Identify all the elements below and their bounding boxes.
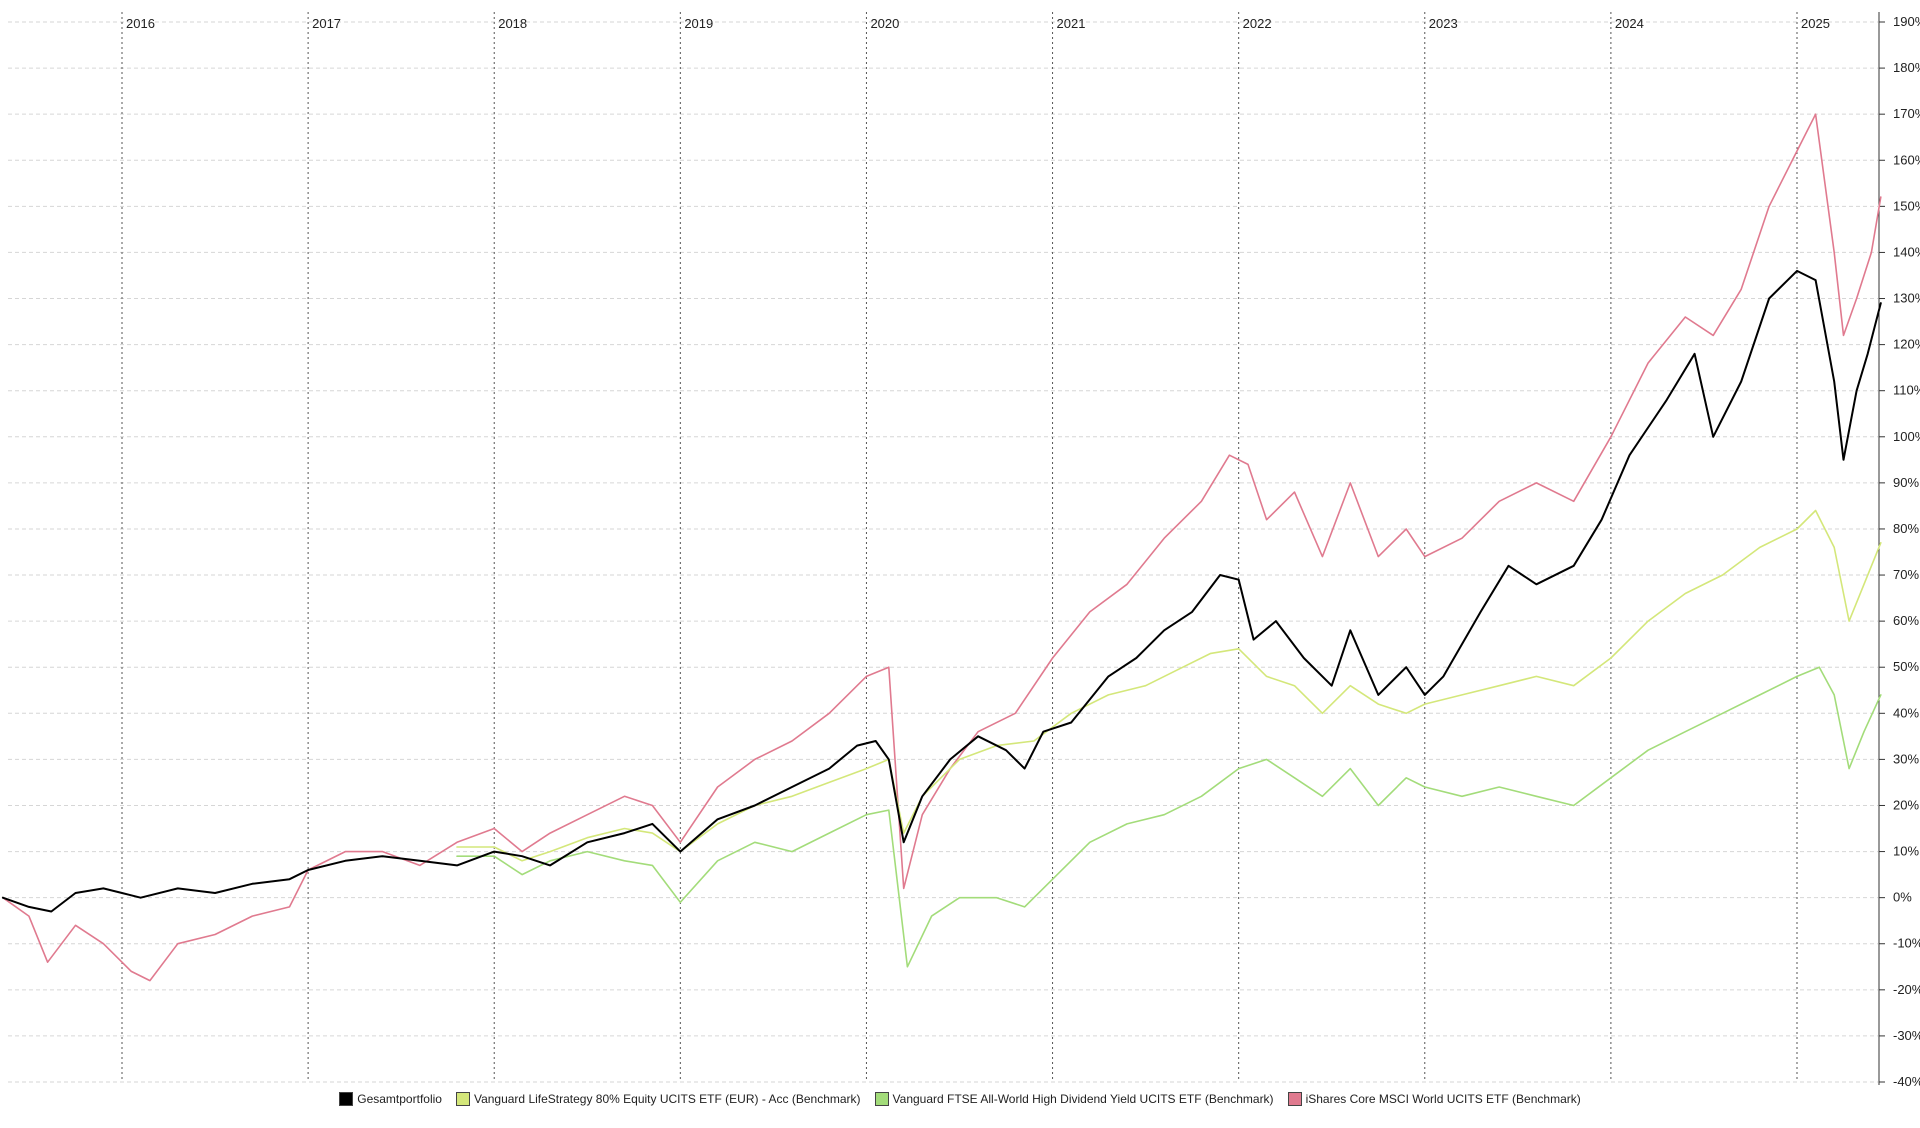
series-line-0: [1, 269, 1882, 913]
legend-item-vanguard-high-dividend[interactable]: Vanguard FTSE All-World High Dividend Yi…: [874, 1092, 1274, 1106]
legend-label: iShares Core MSCI World UCITS ETF (Bench…: [1305, 1092, 1581, 1106]
legend-item-vanguard-lifestrategy[interactable]: Vanguard LifeStrategy 80% Equity UCITS E…: [455, 1092, 861, 1106]
legend-item-gesamtportfolio[interactable]: Gesamtportfolio: [339, 1092, 442, 1106]
x-tick-label: 2024: [1615, 16, 1644, 31]
x-tick-label: 2023: [1429, 16, 1458, 31]
legend: Gesamtportfolio Vanguard LifeStrategy 80…: [0, 1092, 1920, 1106]
y-tick-label: -40%: [1893, 1074, 1920, 1089]
legend-label: Vanguard LifeStrategy 80% Equity UCITS E…: [473, 1092, 861, 1106]
y-tick-label: 180%: [1893, 60, 1920, 75]
x-tick-label: 2021: [1057, 16, 1086, 31]
series-line-3: [2, 113, 1882, 982]
y-tick-label: 100%: [1893, 429, 1920, 444]
x-tick-label: 2017: [312, 16, 341, 31]
y-tick-label: 0%: [1893, 890, 1912, 905]
legend-swatch: [455, 1092, 470, 1106]
x-tick-label: 2022: [1243, 16, 1272, 31]
y-tick-label: 70%: [1893, 567, 1919, 582]
y-tick-label: 130%: [1893, 291, 1920, 306]
y-tick-label: 160%: [1893, 152, 1920, 167]
y-tick-label: 10%: [1893, 844, 1919, 859]
y-tick-label: -10%: [1893, 936, 1920, 951]
x-tick-label: 2025: [1801, 16, 1830, 31]
y-tick-label: 90%: [1893, 475, 1919, 490]
y-tick-label: 120%: [1893, 337, 1920, 352]
legend-swatch: [874, 1092, 889, 1106]
y-tick-label: 170%: [1893, 106, 1920, 121]
series-line-2: [456, 666, 1882, 968]
y-tick-label: 150%: [1893, 198, 1920, 213]
y-tick-label: 30%: [1893, 751, 1919, 766]
y-tick-label: 110%: [1893, 383, 1920, 398]
legend-swatch: [1287, 1092, 1302, 1106]
legend-label: Gesamtportfolio: [357, 1092, 442, 1106]
grid: [8, 12, 1878, 1083]
y-tick-label: -20%: [1893, 982, 1920, 997]
series-lines: [1, 113, 1882, 982]
legend-label: Vanguard FTSE All-World High Dividend Yi…: [892, 1092, 1274, 1106]
legend-item-ishares-msci-world[interactable]: iShares Core MSCI World UCITS ETF (Bench…: [1287, 1092, 1581, 1106]
x-tick-label: 2019: [684, 16, 713, 31]
y-tick-label: 190%: [1893, 14, 1920, 29]
x-tick-label: 2016: [126, 16, 155, 31]
y-tick-label: 140%: [1893, 244, 1920, 259]
y-tick-label: -30%: [1893, 1028, 1920, 1043]
series-line-1: [456, 509, 1882, 862]
x-tick-label: 2018: [498, 16, 527, 31]
performance-chart: 190% 180% 170% 160% 150% 140% 130% 120% 110% 100%…: [1, 12, 1920, 1089]
y-tick-label: 80%: [1893, 521, 1919, 536]
legend-swatch: [339, 1092, 354, 1106]
y-tick-label: 20%: [1893, 797, 1919, 812]
y-tick-label: 50%: [1893, 659, 1919, 674]
y-axis: 190% 180% 170% 160% 150% 140% 130% 120% 110% 100%…: [1878, 12, 1920, 1089]
y-tick-label: 60%: [1893, 613, 1919, 628]
y-tick-label: 40%: [1893, 705, 1919, 720]
x-axis-years: 2016 2017 2018 2019 2020 2021 2022 2023 2024 2025: [126, 16, 1830, 31]
x-tick-label: 2020: [870, 16, 899, 31]
